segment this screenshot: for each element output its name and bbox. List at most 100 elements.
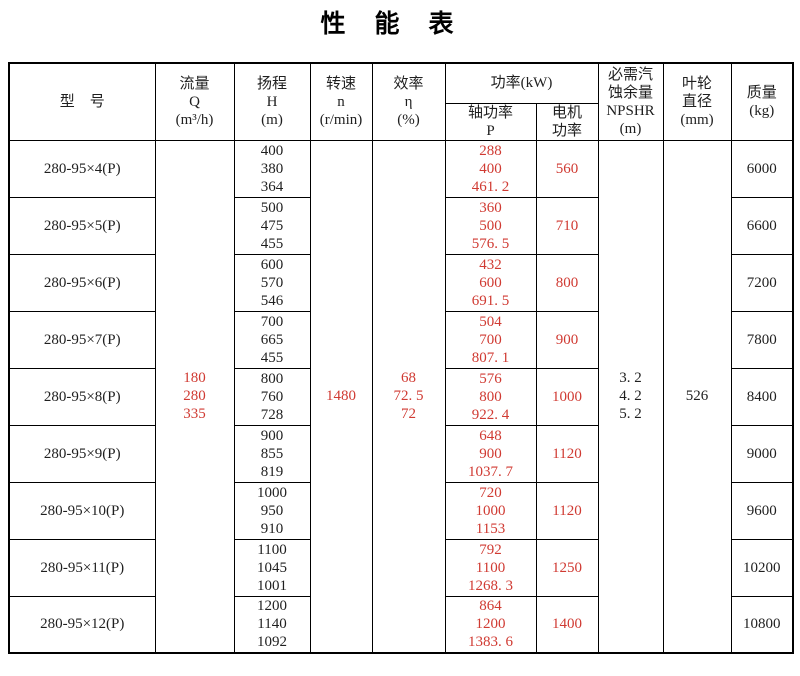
npshr-value: 4. 2 — [619, 388, 642, 405]
head-value: 728 — [260, 406, 284, 423]
head-value: 600 — [260, 256, 284, 273]
shaft-power-cell: 360 500 576. 5 — [444, 196, 537, 255]
motor-power-cell: 800 — [535, 253, 599, 312]
shaft-power-value: 691. 5 — [471, 292, 510, 309]
table-row: 280-95×6(P) 600 570 546 432 600 691. 5 8… — [8, 253, 794, 312]
table-row: 280-95×4(P) 180 280 335 400 380 364 1480… — [8, 139, 794, 654]
shaft-power-value: 1100 — [475, 559, 506, 576]
shaft-power-cell: 288 400 461. 2 — [444, 139, 537, 198]
header-line: 蚀余量 — [607, 84, 653, 101]
shaft-power-cell: 576 800 922. 4 — [444, 367, 537, 426]
col-header-power-group: 功率(kW) — [444, 62, 599, 104]
col-header-speed: 转速 n (r/min) — [309, 62, 373, 141]
header-line: 必需汽 — [607, 66, 653, 83]
header-line: 质量 — [746, 84, 777, 101]
table-row: 280-95×8(P) 800 760 728 576 800 922. 4 1… — [8, 367, 794, 426]
mass-cell: 8400 — [730, 367, 794, 426]
head-value: 380 — [260, 160, 284, 177]
col-header-efficiency: 效率 η (%) — [371, 62, 446, 141]
shaft-power-value: 600 — [479, 274, 502, 291]
shaft-power-value: 648 — [479, 427, 502, 444]
shaft-power-value: 504 — [479, 313, 502, 330]
head-cell: 400 380 364 — [233, 139, 311, 198]
npshr-value: 3. 2 — [619, 370, 642, 387]
model-cell: 280-95×8(P) — [8, 367, 156, 426]
header-line: n — [337, 93, 345, 110]
mass-cell: 10200 — [730, 538, 794, 597]
col-header-impeller: 叶轮 直径 (mm) — [662, 62, 732, 141]
head-cell: 600 570 546 — [233, 253, 311, 312]
mass-cell: 9600 — [730, 481, 794, 540]
motor-power-cell: 1120 — [535, 424, 599, 483]
head-value: 455 — [260, 349, 284, 366]
head-value: 500 — [260, 199, 284, 216]
shaft-power-value: 461. 2 — [471, 178, 510, 195]
header-line: (kg) — [749, 102, 775, 119]
shaft-power-value: 1268. 3 — [468, 577, 513, 594]
head-cell: 800 760 728 — [233, 367, 311, 426]
motor-power-cell: 900 — [535, 310, 599, 369]
header-line: 电机 — [551, 104, 582, 121]
col-header-npshr: 必需汽 蚀余量 NPSHR (m) — [597, 62, 664, 141]
col-header-mass: 质量 (kg) — [730, 62, 794, 141]
head-value: 364 — [260, 178, 284, 195]
shaft-power-value: 576. 5 — [471, 235, 510, 252]
shaft-power-value: 432 — [479, 256, 502, 273]
shaft-power-value: 360 — [479, 199, 502, 216]
head-value: 910 — [260, 520, 284, 537]
efficiency-merged-cell: 68 72. 5 72 — [371, 139, 446, 654]
col-header-head: 扬程 H (m) — [233, 62, 311, 141]
head-cell: 1100 1045 1001 — [233, 538, 311, 597]
shaft-power-value: 807. 1 — [471, 349, 510, 366]
flow-value: 180 — [183, 370, 206, 387]
motor-power-cell: 560 — [535, 139, 599, 198]
flow-value: 280 — [183, 388, 206, 405]
shaft-power-cell: 720 1000 1153 — [444, 481, 537, 540]
model-cell: 280-95×6(P) — [8, 253, 156, 312]
head-value: 900 — [260, 427, 284, 444]
performance-table: 型 号 流量 Q (m³/h) 扬程 H (m) 转速 n (r/min) 效率… — [8, 62, 794, 654]
head-value: 475 — [260, 217, 284, 234]
shaft-power-value: 1153 — [475, 520, 506, 537]
head-cell: 700 665 455 — [233, 310, 311, 369]
mass-cell: 7800 — [730, 310, 794, 369]
head-value: 700 — [260, 313, 284, 330]
npshr-merged-cell: 3. 2 4. 2 5. 2 — [597, 139, 664, 654]
header-line: 直径 — [681, 93, 712, 110]
shaft-power-value: 400 — [479, 160, 502, 177]
header-line: η — [404, 93, 413, 110]
flow-merged-cell: 180 280 335 — [154, 139, 235, 654]
header-line: (%) — [397, 111, 420, 128]
motor-power-cell: 1000 — [535, 367, 599, 426]
shaft-power-value: 864 — [479, 598, 502, 615]
head-value: 1000 — [257, 484, 287, 501]
table-row: 280-95×12(P) 1200 1140 1092 864 1200 138… — [8, 595, 794, 654]
header-line: 扬程 — [256, 75, 287, 92]
head-value: 800 — [260, 370, 284, 387]
shaft-power-value: 922. 4 — [471, 406, 510, 423]
shaft-power-value: 1000 — [475, 502, 506, 519]
model-cell: 280-95×9(P) — [8, 424, 156, 483]
head-cell: 900 855 819 — [233, 424, 311, 483]
shaft-power-value: 1383. 6 — [468, 634, 513, 651]
head-value: 1001 — [257, 577, 287, 594]
impeller-merged-cell: 526 — [662, 139, 732, 654]
shaft-power-value: 1037. 7 — [468, 463, 513, 480]
header-line: NPSHR — [606, 102, 655, 119]
shaft-power-value: 288 — [479, 142, 502, 159]
head-value: 1140 — [257, 616, 287, 633]
mass-cell: 10800 — [730, 595, 794, 654]
head-value: 819 — [260, 463, 284, 480]
shaft-power-cell: 864 1200 1383. 6 — [444, 595, 537, 654]
flow-value: 335 — [183, 406, 206, 423]
head-value: 1200 — [257, 598, 287, 615]
model-cell: 280-95×7(P) — [8, 310, 156, 369]
head-value: 760 — [260, 388, 284, 405]
head-value: 1045 — [257, 559, 287, 576]
model-cell: 280-95×4(P) — [8, 139, 156, 198]
header-line: Q — [189, 93, 200, 110]
header-line: (r/min) — [319, 111, 363, 128]
head-value: 570 — [260, 274, 284, 291]
shaft-power-cell: 504 700 807. 1 — [444, 310, 537, 369]
head-cell: 500 475 455 — [233, 196, 311, 255]
